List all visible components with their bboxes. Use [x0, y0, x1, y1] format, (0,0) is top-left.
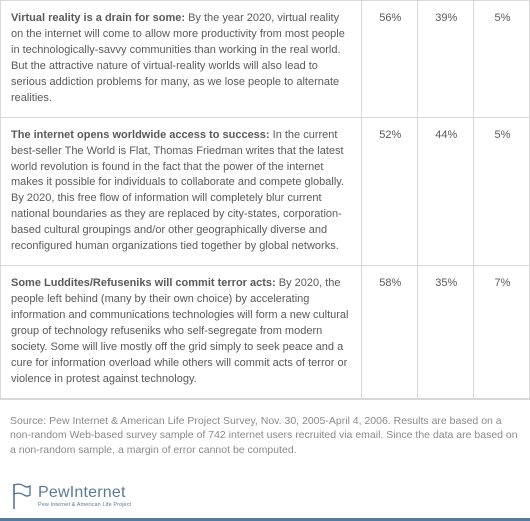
pct-cell: 35% [417, 266, 473, 399]
logo-row: PewInternet Pew Internet & American Life… [0, 476, 530, 521]
table-row: Some Luddites/Refuseniks will commit ter… [1, 266, 530, 399]
logo-sub-text: Pew Internet & American Life Project [38, 502, 131, 508]
scenario-lead: Virtual reality is a drain for some: [11, 12, 185, 24]
pct-cell: 52% [361, 117, 417, 266]
pct-cell: 39% [417, 1, 473, 118]
pew-flag-icon [10, 482, 32, 510]
table-row: The internet opens worldwide access to s… [1, 117, 530, 266]
results-table: Virtual reality is a drain for some: By … [0, 0, 530, 399]
survey-table-fragment: Virtual reality is a drain for some: By … [0, 0, 530, 521]
logo-main-text: PewInternet [38, 484, 131, 502]
source-note: Source: Pew Internet & American Life Pro… [0, 399, 530, 476]
pew-internet-logo: PewInternet Pew Internet & American Life… [10, 482, 520, 510]
pct-cell: 56% [361, 1, 417, 118]
logo-pew: Pew [38, 484, 70, 501]
pct-cell: 5% [473, 117, 529, 266]
table-row: Virtual reality is a drain for some: By … [1, 1, 530, 118]
pct-cell: 5% [473, 1, 529, 118]
scenario-cell: Some Luddites/Refuseniks will commit ter… [1, 266, 362, 399]
scenario-lead: Some Luddites/Refuseniks will commit ter… [11, 277, 276, 289]
scenario-body: By 2020, the people left behind (many by… [11, 277, 349, 385]
logo-text: PewInternet Pew Internet & American Life… [38, 484, 131, 508]
logo-internet: Internet [70, 484, 126, 501]
scenario-cell: The internet opens worldwide access to s… [1, 117, 362, 266]
scenario-cell: Virtual reality is a drain for some: By … [1, 1, 362, 118]
pct-cell: 58% [361, 266, 417, 399]
pct-cell: 7% [473, 266, 529, 399]
scenario-lead: The internet opens worldwide access to s… [11, 129, 270, 141]
scenario-body: In the current best-seller The World is … [11, 129, 344, 253]
pct-cell: 44% [417, 117, 473, 266]
scenario-body: By the year 2020, virtual reality on the… [11, 12, 345, 104]
